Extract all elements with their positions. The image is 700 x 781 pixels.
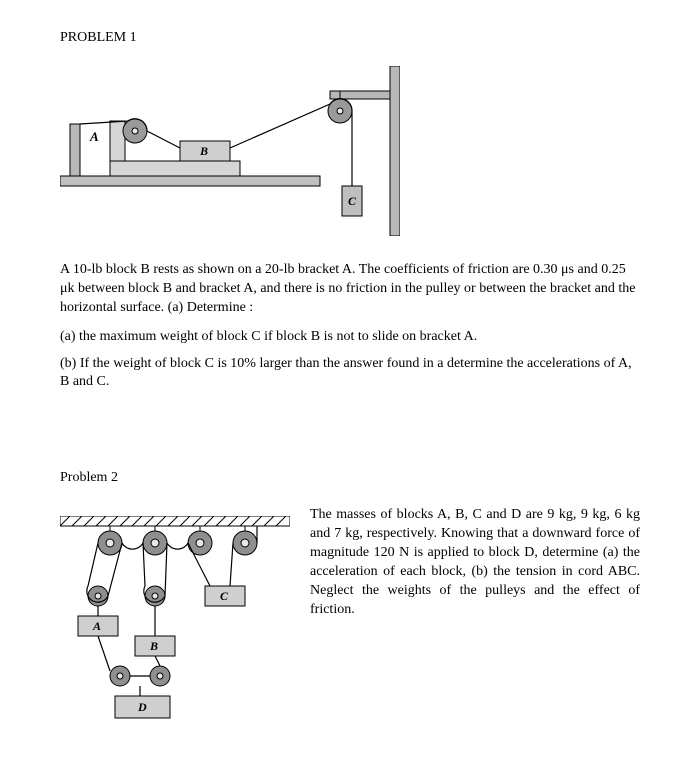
pulley-right-hub — [337, 108, 343, 114]
problem1-intro: A 10-lb block B rests as shown on a 20-l… — [60, 261, 640, 318]
label-a2: A — [92, 619, 101, 633]
label-b2: B — [149, 639, 158, 653]
top-pulleys — [98, 526, 257, 555]
support-left — [70, 124, 80, 176]
ceiling-arm — [330, 91, 390, 99]
ground — [60, 176, 320, 186]
problem2-figure: A B C D — [60, 516, 290, 731]
pulley-bracket-hub — [132, 128, 138, 134]
problem2-text: The masses of blocks A, B, C and D are 9… — [310, 506, 640, 619]
mid-pulleys — [88, 586, 165, 606]
wall-right — [390, 66, 400, 236]
problem1-part-a: (a) the maximum weight of block C if blo… — [60, 328, 640, 347]
problem1-figure: A B C — [60, 66, 640, 241]
bracket-a-base — [110, 161, 240, 176]
label-d: D — [137, 700, 147, 714]
label-c: C — [348, 194, 357, 208]
label-a: A — [89, 129, 99, 144]
bracket-a-upright — [110, 121, 125, 161]
label-c2: C — [220, 589, 229, 603]
label-b: B — [199, 144, 208, 158]
problem1-part-b: (b) If the weight of block C is 10% larg… — [60, 355, 640, 393]
problem2-heading: Problem 2 — [60, 470, 640, 486]
problem1-heading: PROBLEM 1 — [60, 30, 640, 46]
ceiling — [60, 516, 290, 526]
